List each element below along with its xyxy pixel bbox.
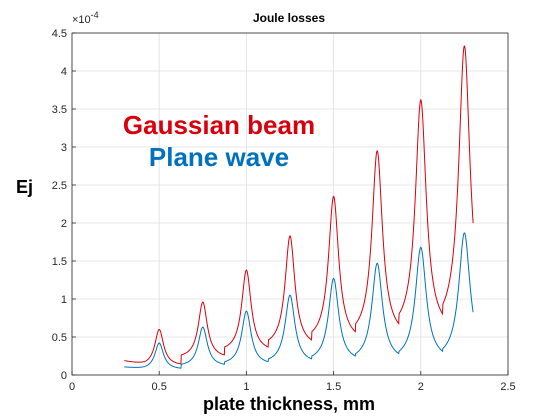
x-axis-label: plate thickness, mm <box>203 394 375 414</box>
y-tick-label: 2.5 <box>52 180 67 192</box>
x-tick-label: 0 <box>69 381 75 393</box>
y-tick-label: 3.5 <box>52 104 67 116</box>
y-tick-label: 0.5 <box>52 332 67 344</box>
plot-frame <box>71 32 509 376</box>
x-axis-ticks: 0 0.5 1 1.5 2 2.5 <box>69 371 516 393</box>
series-line-plane-wave <box>124 232 474 369</box>
y-axis-ticks: 0 0.5 1 1.5 2 2.5 3 3.5 4 4.5 <box>52 28 76 382</box>
y-tick-label: 1 <box>61 294 67 306</box>
y-tick-label: 3 <box>61 142 67 154</box>
curves <box>124 45 474 369</box>
legend-plane-wave: Plane wave <box>149 142 289 172</box>
y-tick-label: 4 <box>61 66 67 78</box>
x-tick-label: 2 <box>418 381 424 393</box>
chart-title: Joule losses <box>253 11 325 25</box>
y-tick-label: 4.5 <box>52 28 67 40</box>
y-exponent: ×10-4 <box>72 10 99 26</box>
x-tick-label: 1.5 <box>326 381 341 393</box>
series-line-gaussian-beam <box>124 45 474 365</box>
legend-gaussian-beam: Gaussian beam <box>123 110 315 140</box>
x-tick-label: 0.5 <box>152 381 167 393</box>
y-tick-label: 1.5 <box>52 256 67 268</box>
x-tick-label: 1 <box>243 381 249 393</box>
y-tick-label: 0 <box>61 370 67 382</box>
x-tick-label: 2.5 <box>500 381 515 393</box>
y-tick-label: 2 <box>61 218 67 230</box>
plot-area <box>72 33 508 375</box>
y-axis-label: Ej <box>16 177 33 197</box>
